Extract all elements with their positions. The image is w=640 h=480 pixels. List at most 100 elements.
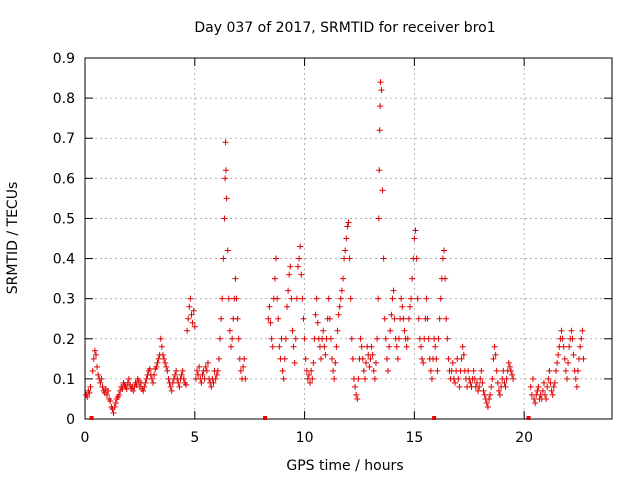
data-point — [349, 355, 356, 362]
data-point — [456, 383, 463, 390]
data-point — [204, 359, 211, 366]
data-point — [218, 315, 225, 322]
data-point — [225, 295, 232, 302]
data-point — [554, 359, 561, 366]
data-point — [491, 343, 498, 350]
data-point — [220, 255, 227, 262]
data-point — [506, 363, 513, 370]
data-point — [341, 255, 348, 262]
data-point — [439, 255, 446, 262]
data-point — [222, 167, 229, 174]
data-point — [169, 379, 176, 386]
data-point — [539, 387, 546, 394]
zero-markers — [89, 416, 531, 420]
data-point — [549, 391, 556, 398]
data-point — [428, 375, 435, 382]
data-point — [300, 315, 307, 322]
data-point — [329, 355, 336, 362]
data-point — [383, 355, 390, 362]
data-point — [331, 375, 338, 382]
data-point — [212, 375, 219, 382]
zero-marker — [263, 416, 268, 420]
data-point — [391, 315, 398, 322]
data-point — [289, 327, 296, 334]
data-point — [540, 379, 547, 386]
y-tick-label: 0.3 — [53, 292, 75, 308]
data-point — [222, 139, 229, 146]
data-point — [529, 375, 536, 382]
data-point — [333, 343, 340, 350]
data-point — [203, 367, 210, 374]
data-point — [84, 393, 91, 400]
data-point — [336, 303, 343, 310]
data-point — [242, 375, 249, 382]
data-point — [405, 315, 412, 322]
data-point — [168, 387, 175, 394]
data-point — [382, 335, 389, 342]
data-point — [443, 315, 450, 322]
data-point — [223, 195, 230, 202]
data-point — [224, 247, 231, 254]
data-point — [378, 87, 385, 94]
data-point — [379, 187, 386, 194]
data-point — [307, 379, 314, 386]
zero-marker — [526, 416, 531, 420]
data-point — [477, 375, 484, 382]
data-point — [572, 375, 579, 382]
data-point — [546, 367, 553, 374]
data-point — [271, 275, 278, 282]
data-point — [99, 383, 106, 390]
data-point — [471, 375, 478, 382]
data-point — [495, 387, 502, 394]
data-point — [296, 255, 303, 262]
axis-ticks: 0 0.1 0.2 0.3 0.4 0.5 0.6 0.7 0.8 0.9 0 5 10 15 20 — [53, 51, 612, 446]
data-point — [425, 335, 432, 342]
data-point — [165, 375, 172, 382]
data-point — [325, 295, 332, 302]
data-point — [375, 215, 382, 222]
data-point — [534, 387, 541, 394]
data-point — [229, 335, 236, 342]
data-point — [105, 387, 112, 394]
data-point — [372, 359, 379, 366]
data-point — [94, 363, 101, 370]
data-point — [184, 327, 191, 334]
data-point — [548, 387, 555, 394]
data-point — [510, 375, 517, 382]
data-point — [489, 375, 496, 382]
data-point — [292, 335, 299, 342]
data-point — [173, 367, 180, 374]
data-point — [561, 355, 568, 362]
data-point — [342, 247, 349, 254]
y-tick-label: 0.5 — [53, 211, 75, 227]
data-point — [473, 379, 480, 386]
data-point — [370, 367, 377, 374]
data-point — [185, 315, 192, 322]
data-point — [484, 403, 491, 410]
data-point — [494, 379, 501, 386]
data-point — [178, 371, 185, 378]
data-point — [133, 381, 140, 388]
data-point — [103, 391, 110, 398]
data-point — [389, 295, 396, 302]
data-point — [299, 295, 306, 302]
data-point — [298, 271, 305, 278]
chart-title: Day 037 of 2017, SRMTID for receiver bro… — [194, 20, 495, 36]
zero-marker — [432, 416, 437, 420]
y-tick-label: 0.9 — [53, 51, 75, 67]
data-point — [381, 315, 388, 322]
data-point — [199, 371, 206, 378]
data-point — [355, 375, 362, 382]
data-point — [550, 383, 557, 390]
data-point — [559, 335, 566, 342]
data-point — [162, 359, 169, 366]
data-point — [360, 367, 367, 374]
data-points — [83, 79, 587, 416]
data-point — [219, 295, 226, 302]
data-point — [269, 343, 276, 350]
data-point — [497, 391, 504, 398]
data-point — [427, 367, 434, 374]
data-point — [423, 295, 430, 302]
data-point — [320, 327, 327, 334]
data-point — [545, 375, 552, 382]
